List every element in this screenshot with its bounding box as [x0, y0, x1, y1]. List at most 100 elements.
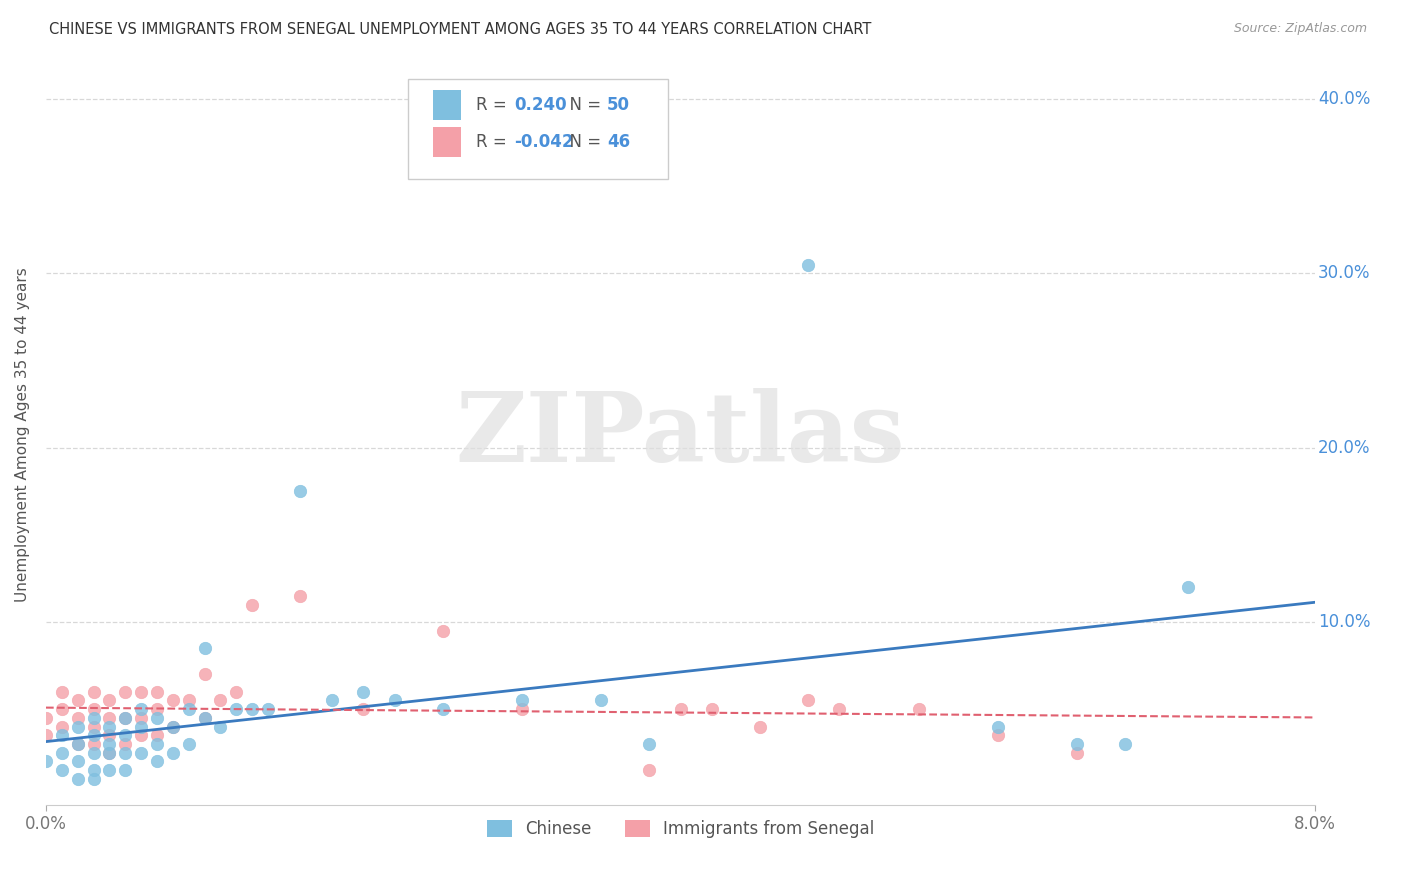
Point [98, 746, 121, 760]
Point [146, 711, 169, 725]
Point [352, 684, 374, 698]
Point [98, 720, 121, 734]
Text: R =: R = [477, 133, 512, 151]
Point [129, 746, 152, 760]
Point [669, 702, 692, 716]
Point [83, 728, 105, 742]
Point [66, 737, 89, 751]
Point [225, 684, 247, 698]
Point [321, 693, 343, 707]
Point [194, 667, 217, 681]
Point [66, 711, 89, 725]
Point [35, 728, 58, 742]
Point [66, 737, 89, 751]
Point [432, 624, 454, 638]
Point [83, 772, 105, 786]
Text: 50: 50 [607, 95, 630, 114]
Point [83, 711, 105, 725]
FancyBboxPatch shape [408, 78, 668, 179]
Point [66, 720, 89, 734]
Point [114, 737, 136, 751]
Text: 46: 46 [607, 133, 630, 151]
Point [83, 702, 105, 716]
Point [1177, 580, 1199, 594]
Point [51, 684, 73, 698]
Point [209, 720, 232, 734]
Point [146, 755, 169, 769]
Point [162, 720, 184, 734]
Point [114, 746, 136, 760]
Point [129, 684, 152, 698]
Text: N =: N = [558, 95, 606, 114]
Y-axis label: Unemployment Among Ages 35 to 44 years: Unemployment Among Ages 35 to 44 years [15, 268, 30, 602]
Point [129, 720, 152, 734]
Point [51, 763, 73, 777]
Point [129, 728, 152, 742]
Point [240, 598, 263, 612]
Text: -0.042: -0.042 [515, 133, 574, 151]
Point [162, 720, 184, 734]
FancyBboxPatch shape [433, 127, 461, 157]
Point [288, 484, 311, 499]
Point [432, 702, 454, 716]
Point [83, 763, 105, 777]
FancyBboxPatch shape [433, 90, 461, 120]
Point [114, 711, 136, 725]
Point [177, 693, 200, 707]
Point [129, 711, 152, 725]
Point [162, 693, 184, 707]
Point [1066, 746, 1088, 760]
Text: CHINESE VS IMMIGRANTS FROM SENEGAL UNEMPLOYMENT AMONG AGES 35 TO 44 YEARS CORREL: CHINESE VS IMMIGRANTS FROM SENEGAL UNEMP… [49, 22, 872, 37]
Point [66, 693, 89, 707]
Point [83, 746, 105, 760]
Point [35, 755, 58, 769]
Point [83, 737, 105, 751]
Point [987, 728, 1010, 742]
Point [907, 702, 929, 716]
Point [162, 746, 184, 760]
Point [66, 772, 89, 786]
Point [702, 702, 724, 716]
Point [177, 737, 200, 751]
Point [98, 737, 121, 751]
Point [114, 684, 136, 698]
Point [114, 728, 136, 742]
Point [240, 702, 263, 716]
Point [510, 702, 533, 716]
Point [98, 693, 121, 707]
Point [748, 720, 770, 734]
Point [288, 589, 311, 603]
Point [1114, 737, 1136, 751]
Point [828, 702, 851, 716]
Point [257, 702, 280, 716]
Legend: Chinese, Immigrants from Senegal: Chinese, Immigrants from Senegal [479, 814, 882, 845]
Text: 30.0%: 30.0% [1317, 264, 1371, 282]
Point [35, 711, 58, 725]
Point [194, 711, 217, 725]
Point [796, 693, 818, 707]
Point [638, 763, 661, 777]
Point [146, 737, 169, 751]
Point [114, 763, 136, 777]
Text: 0.240: 0.240 [515, 95, 567, 114]
Point [146, 728, 169, 742]
Point [98, 711, 121, 725]
Point [146, 684, 169, 698]
Text: ZIPatlas: ZIPatlas [456, 387, 905, 482]
Point [66, 755, 89, 769]
Point [98, 763, 121, 777]
Point [987, 720, 1010, 734]
Point [194, 641, 217, 656]
Point [591, 693, 613, 707]
Point [51, 720, 73, 734]
Text: N =: N = [558, 133, 606, 151]
Point [83, 720, 105, 734]
Point [114, 711, 136, 725]
Point [384, 693, 406, 707]
Point [194, 711, 217, 725]
Text: R =: R = [477, 95, 512, 114]
Point [225, 702, 247, 716]
Point [51, 728, 73, 742]
Text: Source: ZipAtlas.com: Source: ZipAtlas.com [1233, 22, 1367, 36]
Point [638, 737, 661, 751]
